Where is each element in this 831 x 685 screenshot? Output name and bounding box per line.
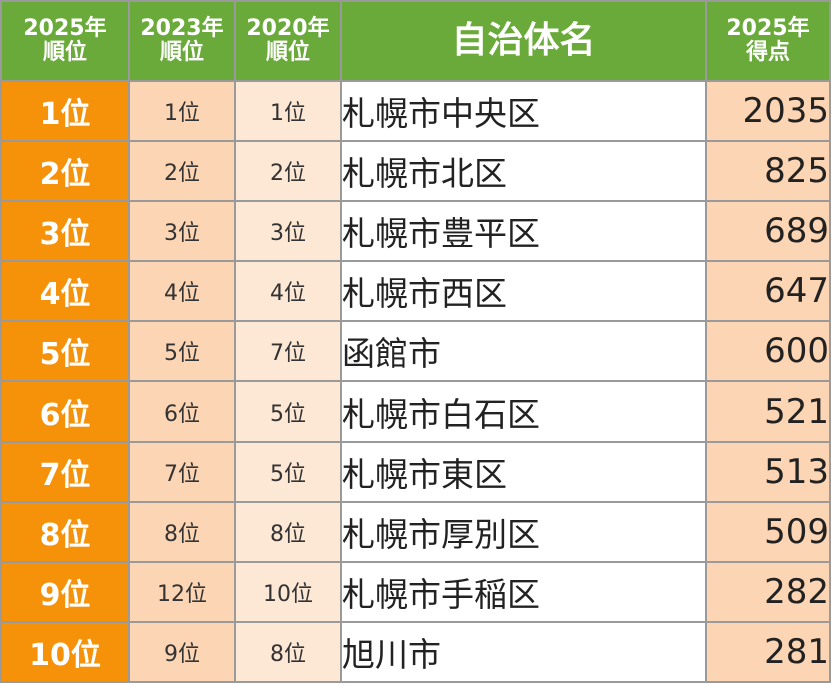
rank-2023-cell: 7位: [128, 440, 236, 503]
header-score-2025: 2025年 得点: [705, 0, 831, 82]
municipality-name-cell: 旭川市: [340, 620, 707, 684]
rank-2020-cell: 3位: [234, 200, 342, 263]
municipality-name-cell: 札幌市北区: [340, 140, 707, 203]
municipality-name-cell: 札幌市中央区: [340, 79, 707, 143]
rank-2020-cell: 2位: [234, 140, 342, 203]
header-rank-2023-line2: 順位: [159, 40, 204, 65]
header-rank-2025: 2025年 順位: [0, 0, 130, 82]
header-rank-2025-line1: 2025年: [23, 15, 107, 41]
rank-2025-cell: 6位: [0, 380, 130, 443]
table-row: 4位 4位 4位 札幌市西区 647: [0, 260, 831, 323]
table-row: 2位 2位 2位 札幌市北区 825: [0, 140, 831, 203]
municipality-name-cell: 札幌市豊平区: [340, 200, 707, 263]
rank-2023-cell: 12位: [128, 560, 236, 623]
municipality-name-cell: 札幌市手稲区: [340, 560, 707, 623]
table-row: 9位 12位 10位 札幌市手稲区 282: [0, 560, 831, 623]
municipality-name-cell: 札幌市白石区: [340, 380, 707, 443]
rank-2025-cell: 5位: [0, 320, 130, 383]
table-row: 5位 5位 7位 函館市 600: [0, 320, 831, 383]
rank-2025-cell: 4位: [0, 260, 130, 323]
rank-2023-cell: 3位: [128, 200, 236, 263]
rank-2025-cell: 9位: [0, 560, 130, 623]
municipality-name-cell: 札幌市西区: [340, 260, 707, 323]
score-cell: 521: [705, 380, 831, 443]
header-rank-2023: 2023年 順位: [128, 0, 236, 82]
rank-2023-cell: 9位: [128, 620, 236, 684]
score-cell: 281: [705, 620, 831, 684]
rank-2020-cell: 4位: [234, 260, 342, 323]
rank-2023-cell: 6位: [128, 380, 236, 443]
rank-2023-cell: 5位: [128, 320, 236, 383]
header-rank-2025-line2: 順位: [42, 40, 87, 65]
table-row: 7位 7位 5位 札幌市東区 513: [0, 440, 831, 503]
rank-2020-cell: 10位: [234, 560, 342, 623]
table-row: 1位 1位 1位 札幌市中央区 2035: [0, 79, 831, 143]
rank-2023-cell: 8位: [128, 500, 236, 563]
rank-2020-cell: 1位: [234, 79, 342, 143]
score-cell: 2035: [705, 79, 831, 143]
score-cell: 282: [705, 560, 831, 623]
header-score-2025-line1: 2025年: [726, 15, 810, 41]
municipality-name-cell: 札幌市厚別区: [340, 500, 707, 563]
rank-2025-cell: 1位: [0, 79, 130, 143]
table-row: 3位 3位 3位 札幌市豊平区 689: [0, 200, 831, 263]
rank-2020-cell: 5位: [234, 440, 342, 503]
rank-2020-cell: 7位: [234, 320, 342, 383]
rank-2023-cell: 1位: [128, 79, 236, 143]
score-cell: 647: [705, 260, 831, 323]
table-row: 10位 9位 8位 旭川市 281: [0, 620, 831, 684]
header-rank-2023-line1: 2023年: [140, 15, 224, 41]
header-rank-2020-line1: 2020年: [246, 15, 330, 41]
header-rank-2020-line2: 順位: [265, 40, 310, 65]
score-cell: 825: [705, 140, 831, 203]
rank-2025-cell: 3位: [0, 200, 130, 263]
municipality-name-cell: 函館市: [340, 320, 707, 383]
table-row: 8位 8位 8位 札幌市厚別区 509: [0, 500, 831, 563]
header-score-2025-line2: 得点: [745, 40, 790, 65]
score-cell: 689: [705, 200, 831, 263]
header-municipality-name: 自治体名: [340, 0, 707, 82]
rank-2025-cell: 7位: [0, 440, 130, 503]
rank-2023-cell: 4位: [128, 260, 236, 323]
rank-2025-cell: 10位: [0, 620, 130, 684]
municipality-name-cell: 札幌市東区: [340, 440, 707, 503]
score-cell: 509: [705, 500, 831, 563]
rank-2025-cell: 8位: [0, 500, 130, 563]
header-row: 2025年 順位 2023年 順位 2020年 順位 自治体名 2025年 得点: [0, 0, 831, 82]
rank-2023-cell: 2位: [128, 140, 236, 203]
header-rank-2020: 2020年 順位: [234, 0, 342, 82]
score-cell: 600: [705, 320, 831, 383]
rank-2020-cell: 8位: [234, 500, 342, 563]
rank-2025-cell: 2位: [0, 140, 130, 203]
rank-2020-cell: 5位: [234, 380, 342, 443]
score-cell: 513: [705, 440, 831, 503]
table-row: 6位 6位 5位 札幌市白石区 521: [0, 380, 831, 443]
rank-2020-cell: 8位: [234, 620, 342, 684]
